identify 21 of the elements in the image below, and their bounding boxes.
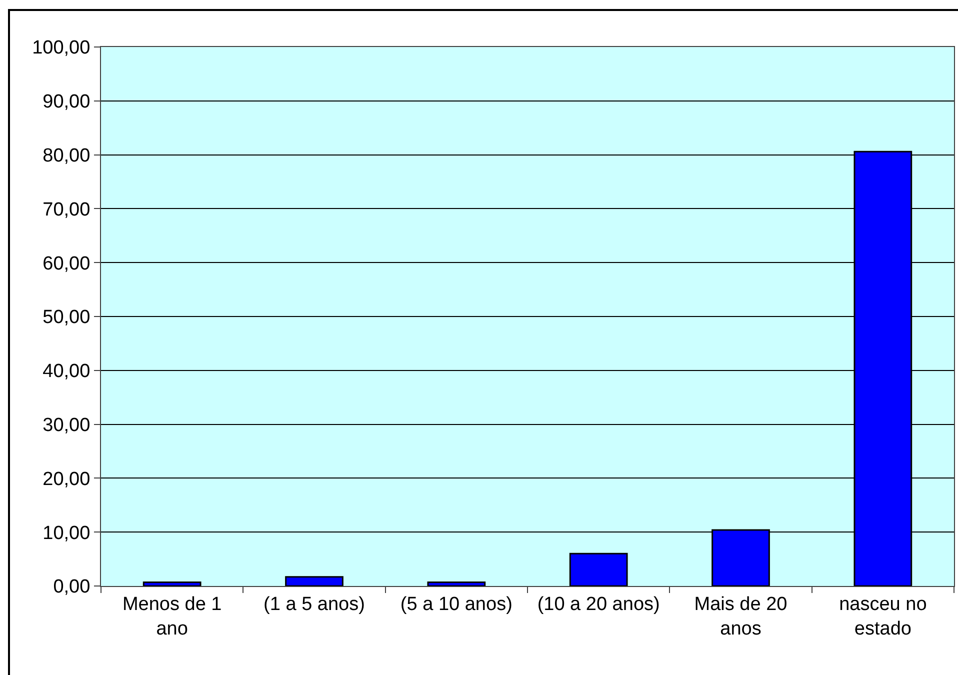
bar (285, 576, 344, 586)
bar (427, 581, 486, 586)
y-tick-label: 90,00 (42, 92, 90, 113)
y-tick-label: 50,00 (42, 307, 90, 328)
x-tick-label: (1 a 5 anos) (264, 594, 365, 615)
y-tick-label: 10,00 (42, 522, 90, 544)
bar (569, 552, 628, 586)
y-tick-label: 30,00 (42, 414, 90, 436)
x-tick-label: nasceu no estado (839, 594, 927, 640)
y-tick-label: 20,00 (42, 468, 90, 490)
y-tick-label: 100,00 (32, 38, 90, 59)
x-tick-label: (5 a 10 anos) (400, 594, 512, 615)
y-tick-label: 60,00 (42, 253, 90, 274)
y-tick-label: 0,00 (53, 576, 90, 598)
y-tick-label: 40,00 (42, 361, 90, 382)
x-tick-label: Mais de 20 anos (694, 594, 788, 640)
x-tick-label: Menos de 1 ano (122, 594, 222, 640)
x-tick-label: (10 a 20 anos) (537, 594, 660, 615)
bar (142, 581, 202, 586)
y-tick-label: 70,00 (42, 199, 90, 220)
y-tick-label: 80,00 (42, 145, 90, 166)
